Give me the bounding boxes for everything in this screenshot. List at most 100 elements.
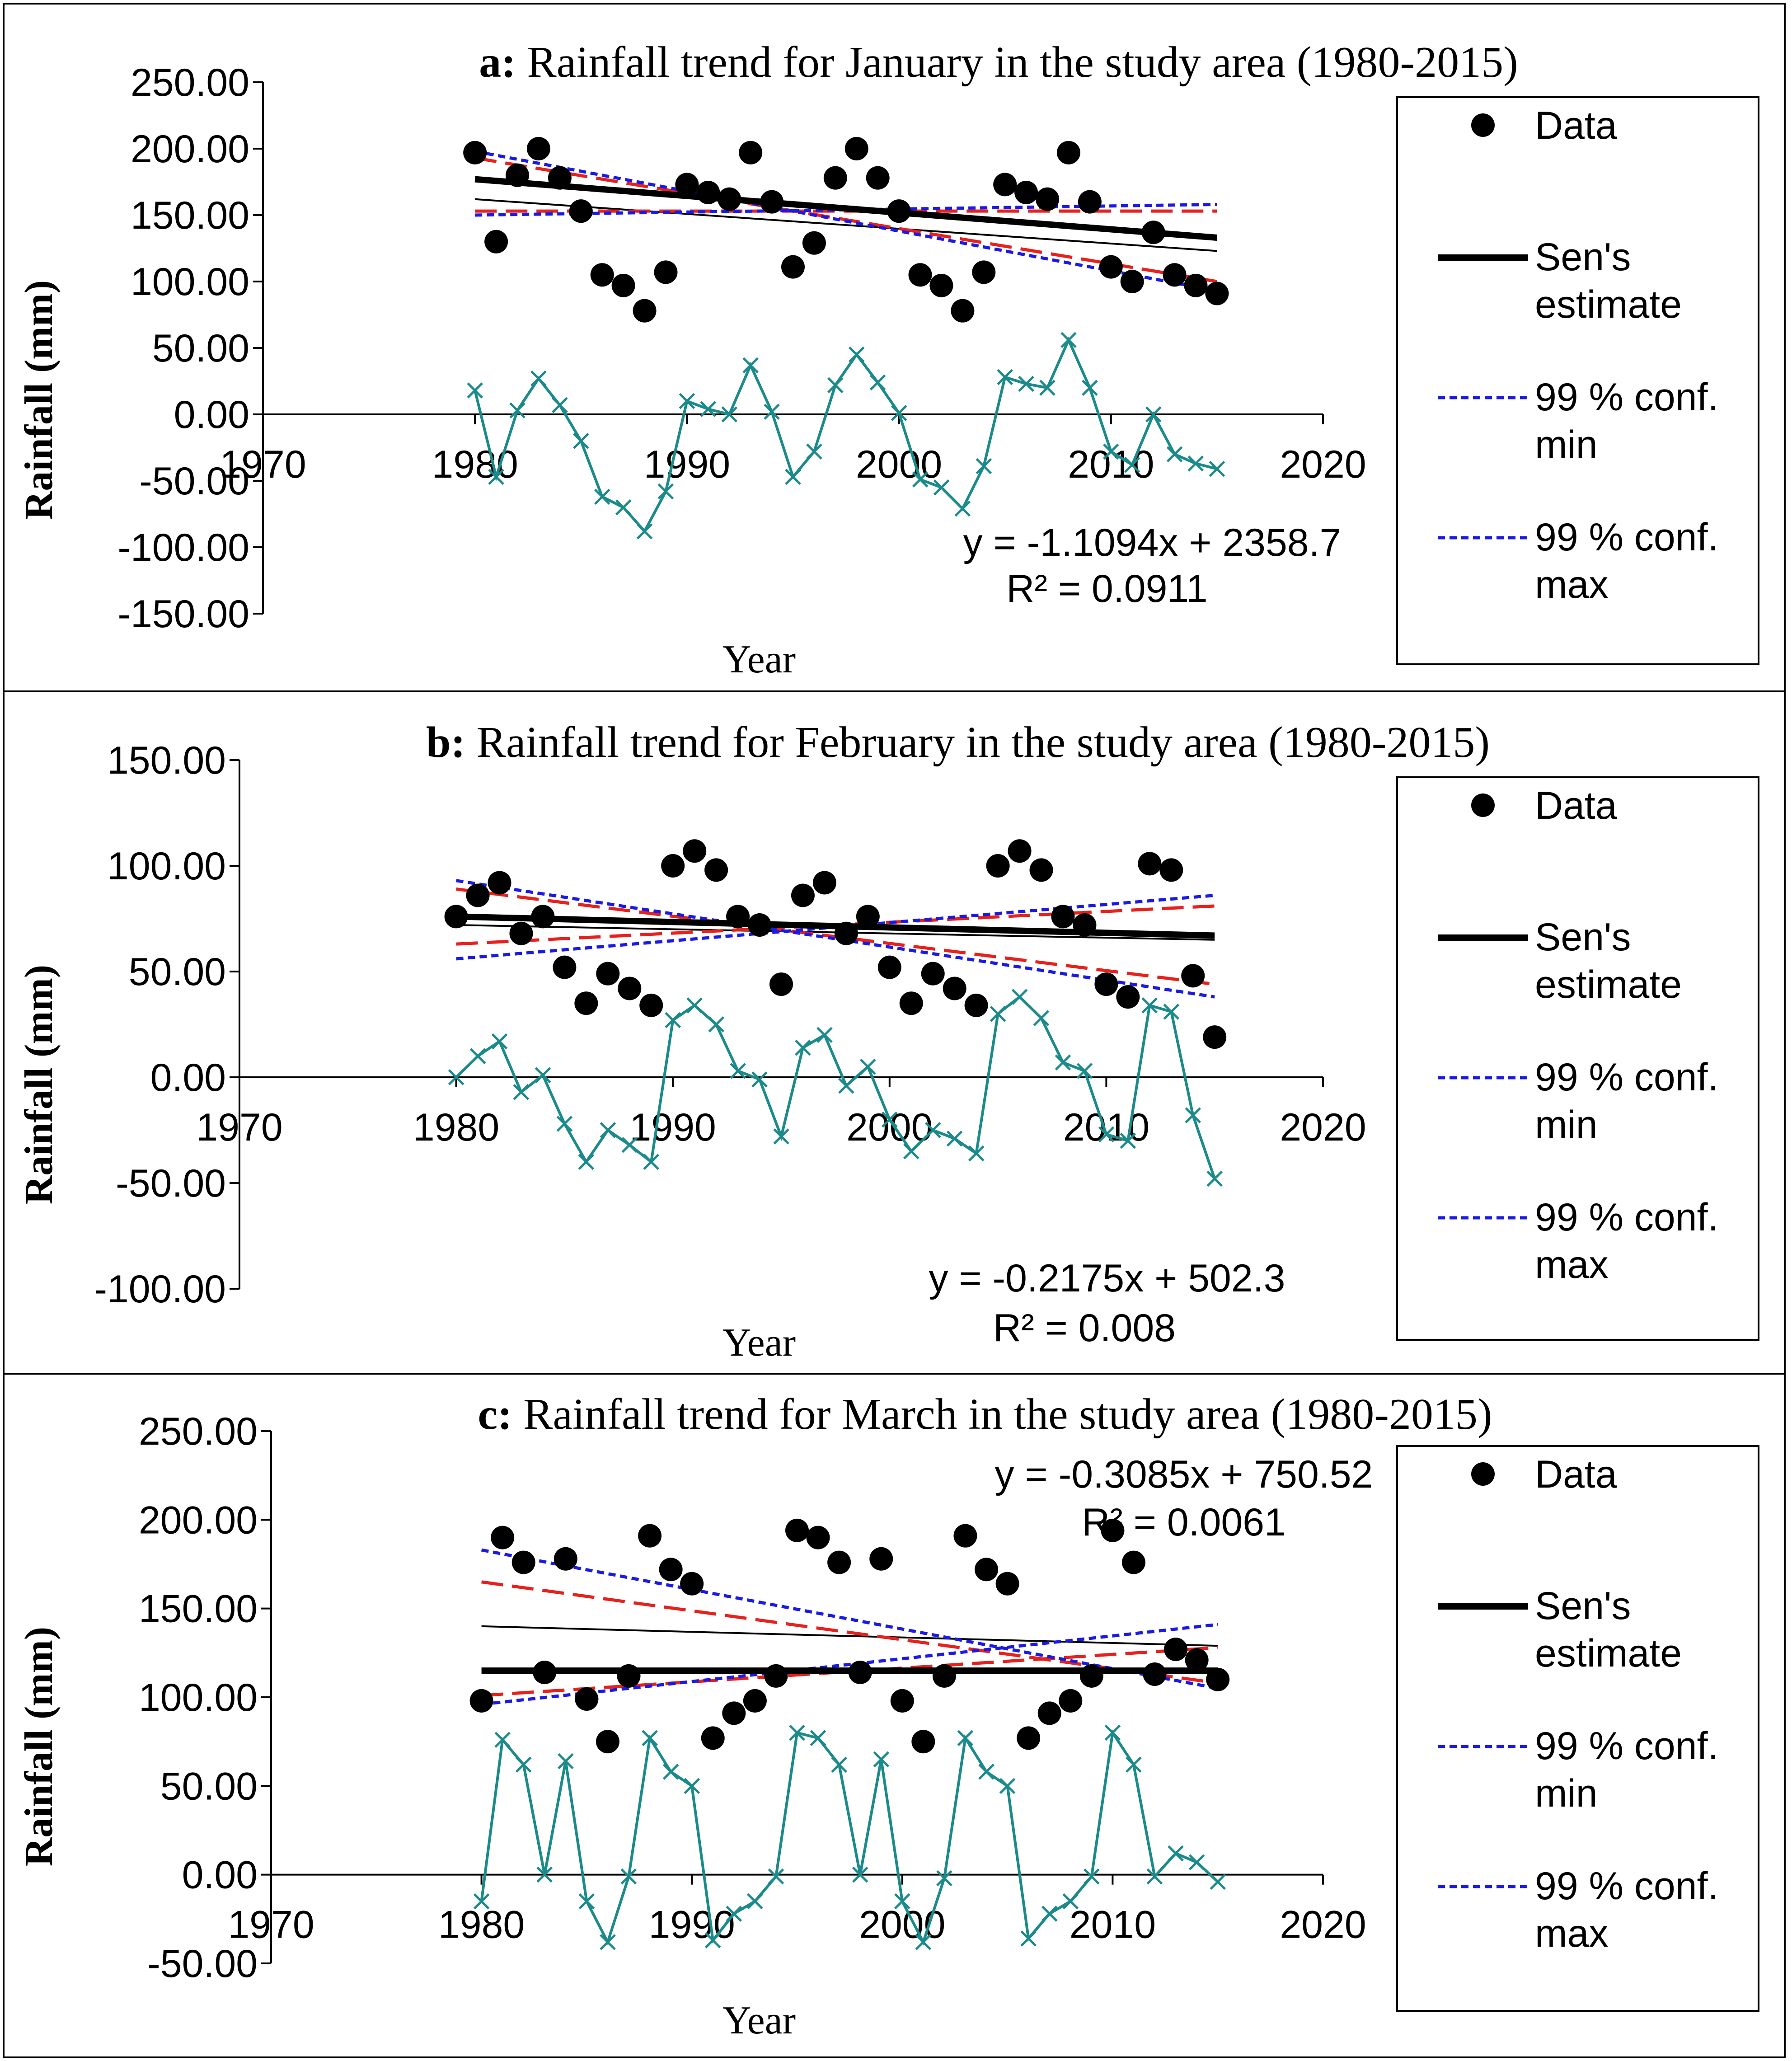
data-point xyxy=(718,187,741,211)
data-point xyxy=(1051,905,1075,929)
y-tick-label: 150.00 xyxy=(139,1587,258,1631)
data-point xyxy=(1017,1726,1041,1750)
residual-marker xyxy=(903,1143,919,1160)
data-point xyxy=(1120,270,1144,293)
data-point xyxy=(769,972,793,996)
residual-marker xyxy=(594,488,610,505)
data-point xyxy=(929,273,953,297)
residual-marker xyxy=(704,1932,721,1948)
residual-marker xyxy=(1141,997,1158,1014)
data-point xyxy=(1014,181,1038,205)
y-axis-label: Rainfall (mm) xyxy=(17,965,61,1204)
legend-sen-label-2: estimate xyxy=(1535,1632,1682,1675)
residual-marker xyxy=(488,469,504,485)
chart-title-text: Rainfall trend for March in the study ar… xyxy=(512,1390,1492,1439)
residual-marker xyxy=(1041,1906,1058,1922)
chart-title: b: Rainfall trend for February in the st… xyxy=(426,718,1490,767)
data-point xyxy=(908,263,932,287)
data-point xyxy=(1181,964,1205,988)
data-point xyxy=(488,871,511,895)
x-tick-label: 1990 xyxy=(649,1903,735,1947)
legend-box xyxy=(1396,776,1759,1341)
data-point xyxy=(848,1661,872,1685)
residual-marker xyxy=(1120,1132,1136,1149)
data-point xyxy=(659,1558,683,1582)
residual-marker xyxy=(999,1778,1016,1794)
data-point xyxy=(887,199,911,223)
data-point xyxy=(553,955,577,979)
legend-conf-max-label-1: 99 % conf. xyxy=(1535,1864,1718,1908)
data-point xyxy=(1159,858,1183,882)
data-point xyxy=(569,199,593,223)
data-point xyxy=(812,871,836,895)
data-point xyxy=(596,962,620,986)
residual-marker xyxy=(730,1063,746,1079)
data-point xyxy=(1185,1648,1209,1672)
y-tick-label: 0.00 xyxy=(174,393,249,437)
data-point xyxy=(575,1687,599,1711)
conf99-min-line xyxy=(456,879,1215,999)
data-point xyxy=(823,166,847,190)
legend-data-label: Data xyxy=(1535,784,1617,827)
x-tick-label: 2010 xyxy=(1063,1106,1149,1149)
residual-marker xyxy=(684,1778,700,1794)
linear-fit-line xyxy=(481,1625,1218,1647)
residual-marker xyxy=(860,1058,876,1075)
data-point xyxy=(802,231,826,255)
data-point xyxy=(764,1664,788,1688)
legend-conf-max-label-2: max xyxy=(1535,563,1608,606)
residual-marker xyxy=(978,1764,995,1780)
data-point xyxy=(466,883,490,907)
data-point xyxy=(1008,839,1032,863)
y-tick-label: -50.00 xyxy=(139,460,249,503)
legend-conf-max-label-2: max xyxy=(1535,1912,1608,1955)
regression-equation: y = -0.3085x + 750.52 xyxy=(995,1453,1373,1496)
data-point xyxy=(993,173,1017,197)
residual-marker xyxy=(1146,1868,1163,1885)
residual-marker xyxy=(838,1077,854,1094)
x-tick-label: 2010 xyxy=(1070,1903,1156,1947)
data-point xyxy=(856,905,880,929)
residual-marker xyxy=(686,997,703,1014)
residual-marker xyxy=(657,483,674,500)
x-tick-label: 1990 xyxy=(644,443,730,486)
linear-fit-line xyxy=(475,198,1217,252)
data-point xyxy=(1029,858,1053,882)
residual-marker xyxy=(1163,1004,1180,1020)
y-tick-label: 150.00 xyxy=(107,739,226,782)
panel-border xyxy=(3,1373,1786,2058)
residual-marker xyxy=(869,374,886,391)
legend-conf-min-label-1: 99 % conf. xyxy=(1535,376,1718,419)
residual-marker xyxy=(789,1724,805,1741)
data-point xyxy=(1078,190,1102,214)
residual-marker xyxy=(642,1730,658,1746)
residual-marker xyxy=(810,1730,826,1746)
legend-data-marker xyxy=(1471,793,1495,817)
residual-marker xyxy=(1084,1868,1100,1885)
data-point xyxy=(877,955,901,979)
legend-sen-label-1: Sen's xyxy=(1535,1584,1631,1628)
legend-sen-label-1: Sen's xyxy=(1535,235,1631,279)
residual-marker xyxy=(448,1069,464,1085)
data-point xyxy=(748,913,772,937)
residual-marker xyxy=(491,1033,508,1050)
data-point xyxy=(533,1661,557,1685)
residual-marker xyxy=(515,1756,532,1773)
residual-marker xyxy=(700,401,717,418)
legend-sen-label-2: estimate xyxy=(1535,963,1682,1006)
residual-marker xyxy=(1209,460,1225,477)
residual-marker xyxy=(1185,1107,1201,1124)
residual-marker xyxy=(976,458,992,474)
data-point xyxy=(743,1689,767,1713)
y-tick-label: 100.00 xyxy=(131,260,249,304)
legend-data-marker xyxy=(1471,113,1495,137)
residual-marker xyxy=(665,1012,681,1028)
legend-conf-min-label-2: min xyxy=(1535,1772,1598,1815)
data-point xyxy=(890,1689,914,1713)
residual-marker xyxy=(1145,406,1162,423)
regression-equation: y = -0.2175x + 502.3 xyxy=(929,1257,1285,1300)
y-tick-label: 50.00 xyxy=(160,1765,258,1808)
residual-series-line xyxy=(480,1729,1219,1946)
residual-marker xyxy=(530,370,547,387)
